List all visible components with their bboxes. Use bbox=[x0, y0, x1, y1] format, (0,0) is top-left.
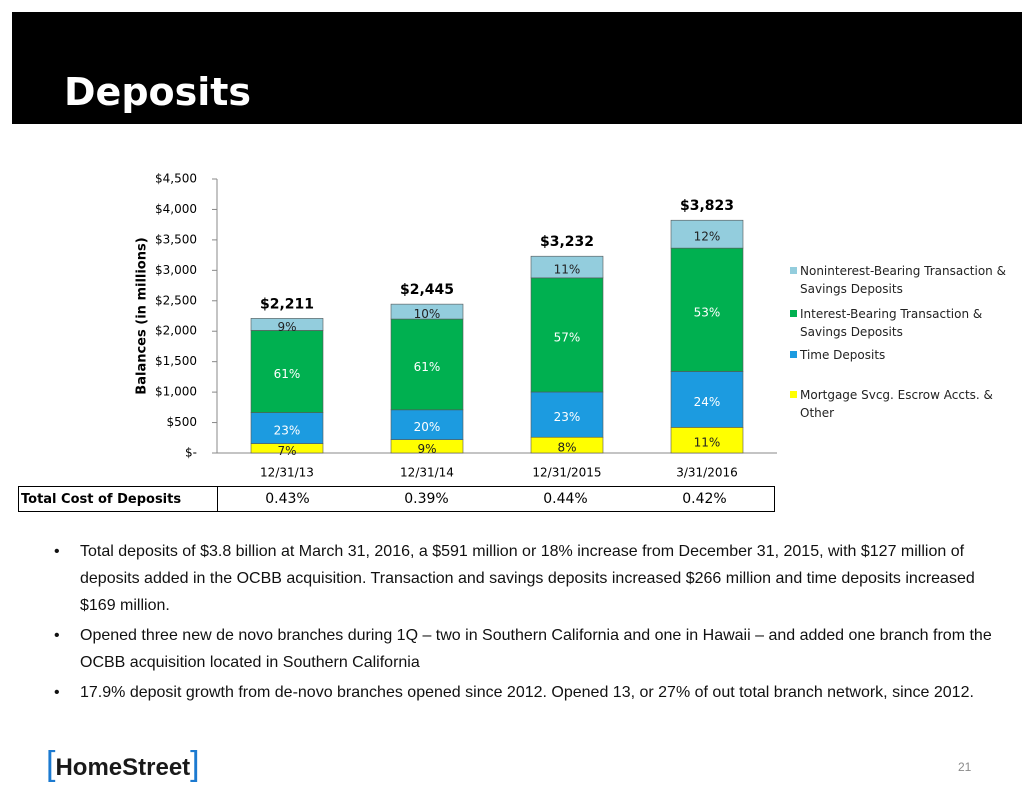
share-label: 11% bbox=[694, 436, 721, 450]
legend-label: Mortgage Svcg. Escrow Accts. & Other bbox=[800, 388, 993, 420]
share-label: 10% bbox=[414, 307, 441, 321]
y-tick-label: $2,000 bbox=[155, 324, 197, 338]
page-number: 21 bbox=[958, 760, 972, 774]
share-label: 23% bbox=[554, 410, 581, 424]
y-tick-label: $1,500 bbox=[155, 354, 197, 368]
legend-label: Time Deposits bbox=[800, 348, 886, 362]
share-label: 9% bbox=[277, 320, 296, 334]
share-label: 24% bbox=[694, 395, 721, 409]
legend-swatch bbox=[790, 267, 797, 274]
bar-segment bbox=[530, 277, 604, 393]
legend-item: Interest-Bearing Transaction & Savings D… bbox=[790, 305, 1030, 341]
table-cell: 0.39% bbox=[404, 491, 449, 507]
share-label: 20% bbox=[414, 420, 441, 434]
y-tick-label: $- bbox=[185, 446, 197, 460]
y-tick-label: $4,500 bbox=[155, 172, 197, 186]
logo-text: HomeStreet bbox=[55, 754, 191, 781]
bar-segment bbox=[250, 318, 324, 331]
y-tick-label: $3,000 bbox=[155, 263, 197, 277]
share-label: 11% bbox=[554, 263, 581, 277]
total-label: $2,211 bbox=[260, 296, 314, 312]
legend-item: Mortgage Svcg. Escrow Accts. & Other bbox=[790, 386, 1030, 422]
share-label: 61% bbox=[414, 360, 441, 374]
total-label: $2,445 bbox=[400, 282, 454, 298]
bar-segment bbox=[670, 219, 744, 249]
bullet: Total deposits of $3.8 billion at March … bbox=[54, 538, 1004, 619]
x-tick-label: 12/31/14 bbox=[400, 466, 454, 480]
x-tick-label: 12/31/13 bbox=[260, 466, 314, 480]
bullet: 17.9% deposit growth from de-novo branch… bbox=[54, 679, 1004, 706]
bar-segment bbox=[530, 255, 604, 279]
table-cell: 0.42% bbox=[682, 491, 727, 507]
y-tick-label: $1,000 bbox=[155, 385, 197, 399]
legend-swatch bbox=[790, 310, 797, 317]
share-label: 23% bbox=[274, 424, 301, 438]
cost-table: Total Cost of Deposits 0.43% 0.39% 0.44% 0.… bbox=[18, 486, 775, 512]
y-tick-label: $500 bbox=[166, 415, 197, 429]
chart: Balances (in millions) $- $500 $1,000 $1,50… bbox=[135, 172, 777, 480]
y-tick-label: $3,500 bbox=[155, 232, 197, 246]
share-label: 57% bbox=[554, 330, 581, 344]
table-cell: 0.43% bbox=[265, 491, 310, 507]
x-tick-label: 3/31/2016 bbox=[676, 466, 738, 480]
legend-item: Noninterest-Bearing Transaction & Saving… bbox=[790, 262, 1030, 298]
bar-segment bbox=[390, 303, 464, 320]
table-label: Total Cost of Deposits bbox=[19, 487, 218, 511]
share-label: 61% bbox=[274, 367, 301, 381]
legend-swatch bbox=[790, 391, 797, 398]
y-tick-label: $4,000 bbox=[155, 202, 197, 216]
share-label: 8% bbox=[557, 441, 576, 455]
slide-title: Deposits bbox=[64, 70, 252, 114]
bullet-list: Total deposits of $3.8 billion at March … bbox=[54, 538, 1004, 709]
y-axis-title: Balances (in millions) bbox=[135, 237, 150, 394]
bar-segment bbox=[670, 427, 744, 454]
legend-label: Noninterest-Bearing Transaction & Saving… bbox=[800, 264, 1006, 296]
table-cell: 0.44% bbox=[543, 491, 588, 507]
x-tick-label: 12/31/2015 bbox=[532, 466, 601, 480]
share-label: 53% bbox=[694, 305, 721, 319]
share-label: 12% bbox=[694, 230, 721, 244]
share-label: 9% bbox=[417, 442, 436, 456]
legend-swatch bbox=[790, 351, 797, 358]
total-label: $3,823 bbox=[680, 198, 734, 214]
share-label: 7% bbox=[277, 444, 296, 458]
legend-item: Time Deposits bbox=[790, 346, 1030, 364]
total-label: $3,232 bbox=[540, 234, 594, 250]
bar-segment bbox=[530, 391, 604, 438]
logo: [HomeStreet] bbox=[46, 745, 200, 783]
y-tick-label: $2,500 bbox=[155, 293, 197, 307]
bullet: Opened three new de novo branches during… bbox=[54, 622, 1004, 676]
legend-label: Interest-Bearing Transaction & Savings D… bbox=[800, 307, 983, 339]
header-band bbox=[12, 12, 1022, 124]
bar-segment bbox=[250, 330, 324, 413]
bar-segment bbox=[390, 409, 464, 440]
bar-segment bbox=[670, 247, 744, 372]
bar-segment bbox=[250, 412, 324, 444]
